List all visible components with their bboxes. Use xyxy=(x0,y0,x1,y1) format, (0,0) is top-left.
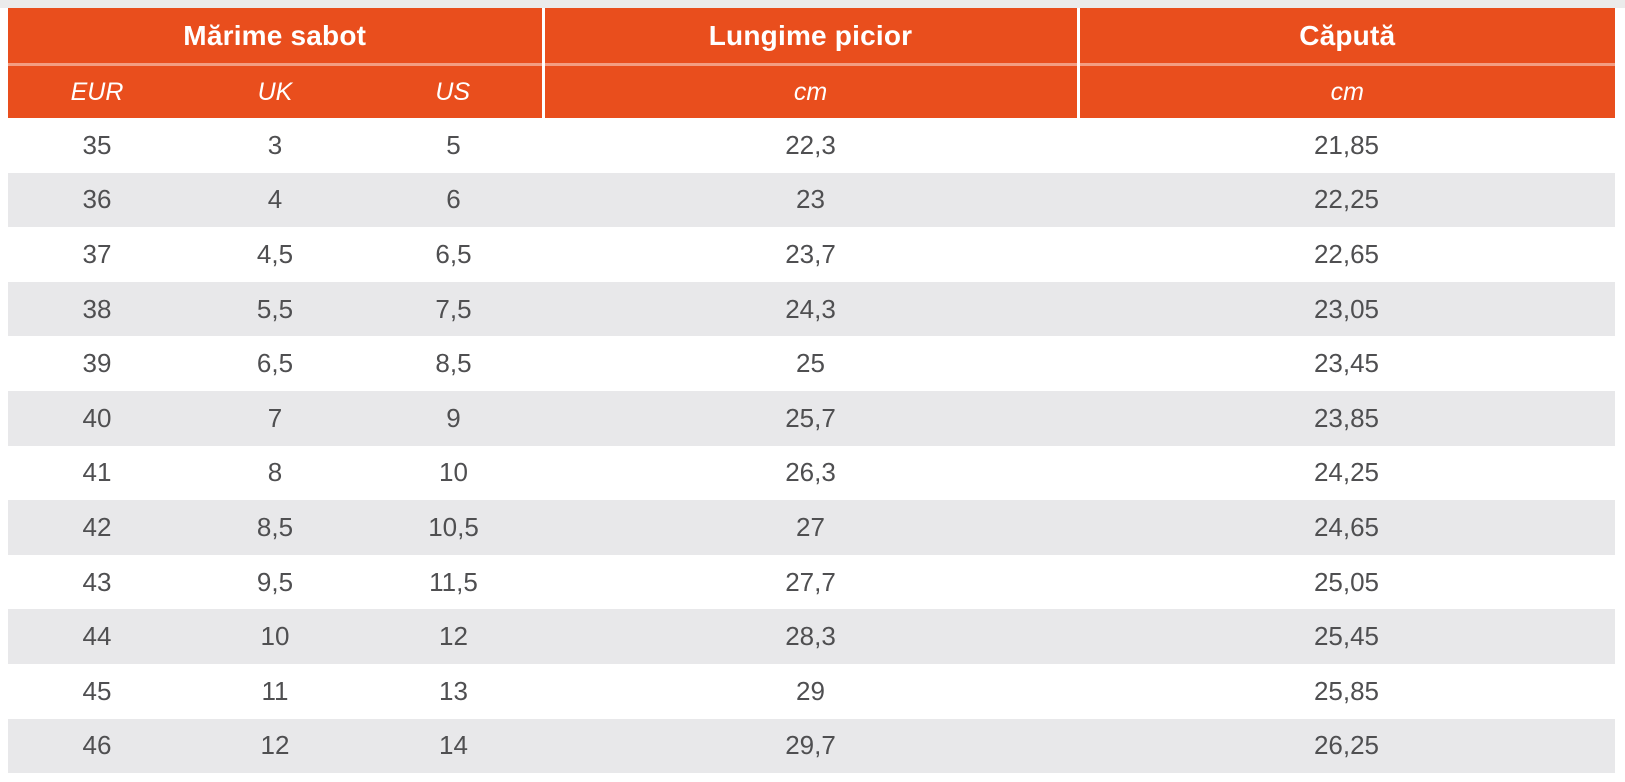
table-cell: 22,3 xyxy=(543,118,1078,173)
table-row: 46 12 14 29,7 26,25 xyxy=(8,718,1615,774)
table-cell: 39 xyxy=(8,336,186,391)
table-header: Mărime sabot Lungime picior Căpută EUR U… xyxy=(8,8,1615,118)
table-cell: 11 xyxy=(186,663,364,719)
table-cell: 21,85 xyxy=(1078,118,1615,173)
table-cell: 11,5 xyxy=(364,554,543,610)
table-cell: 22,65 xyxy=(1078,227,1615,282)
table-row: 45 11 13 29 25,85 xyxy=(8,663,1615,719)
header-group-row: Mărime sabot Lungime picior Căpută xyxy=(8,8,1615,66)
table-cell: 6,5 xyxy=(364,227,543,282)
table-cell: 24,65 xyxy=(1078,500,1615,555)
table-cell: 36 xyxy=(8,172,186,228)
table-cell: 29,7 xyxy=(543,718,1078,774)
table-cell: 26,25 xyxy=(1078,718,1615,774)
table-cell: 24,3 xyxy=(543,281,1078,337)
table-row: 37 4,5 6,5 23,7 22,65 xyxy=(8,227,1615,282)
header-group-caputa: Căpută xyxy=(1078,8,1615,66)
table-cell: 12 xyxy=(364,609,543,664)
table-cell: 44 xyxy=(8,609,186,664)
table-cell: 42 xyxy=(8,500,186,555)
table-cell: 27 xyxy=(543,500,1078,555)
table-cell: 10 xyxy=(364,445,543,501)
table-cell: 7,5 xyxy=(364,281,543,337)
table-cell: 13 xyxy=(364,663,543,719)
table-cell: 7 xyxy=(186,390,364,446)
table-cell: 38 xyxy=(8,281,186,337)
table-row: 40 7 9 25,7 23,85 xyxy=(8,390,1615,446)
table-cell: 10,5 xyxy=(364,500,543,555)
table-cell: 9,5 xyxy=(186,554,364,610)
table-cell: 4 xyxy=(186,172,364,228)
table-cell: 3 xyxy=(186,118,364,173)
page-top-strip xyxy=(0,0,1625,8)
subheader-foot-length-cm: cm xyxy=(543,64,1080,118)
table-cell: 40 xyxy=(8,390,186,446)
table-row: 42 8,5 10,5 27 24,65 xyxy=(8,500,1615,555)
table-cell: 25,05 xyxy=(1078,554,1615,610)
table-cell: 37 xyxy=(8,227,186,282)
table-cell: 4,5 xyxy=(186,227,364,282)
table-cell: 6 xyxy=(364,172,543,228)
table-cell: 14 xyxy=(364,718,543,774)
table-cell: 29 xyxy=(543,663,1078,719)
table-cell: 25,7 xyxy=(543,390,1078,446)
table-cell: 6,5 xyxy=(186,336,364,391)
table-cell: 25,45 xyxy=(1078,609,1615,664)
table-row: 43 9,5 11,5 27,7 25,05 xyxy=(8,554,1615,610)
subheader-uk: UK xyxy=(186,64,364,118)
header-group-lungime-picior: Lungime picior xyxy=(543,8,1080,66)
table-cell: 24,25 xyxy=(1078,445,1615,501)
table-cell: 9 xyxy=(364,390,543,446)
table-cell: 22,25 xyxy=(1078,172,1615,228)
table-cell: 23 xyxy=(543,172,1078,228)
table-cell: 5,5 xyxy=(186,281,364,337)
subheader-caputa-cm: cm xyxy=(1078,64,1615,118)
table-row: 35 3 5 22,3 21,85 xyxy=(8,118,1615,173)
table-cell: 41 xyxy=(8,445,186,501)
table-cell: 27,7 xyxy=(543,554,1078,610)
table-cell: 46 xyxy=(8,718,186,774)
table-row: 44 10 12 28,3 25,45 xyxy=(8,609,1615,664)
table-cell: 8,5 xyxy=(186,500,364,555)
table-cell: 23,7 xyxy=(543,227,1078,282)
subheader-us: US xyxy=(364,64,545,118)
table-row: 38 5,5 7,5 24,3 23,05 xyxy=(8,281,1615,337)
table-cell: 8 xyxy=(186,445,364,501)
table-cell: 23,45 xyxy=(1078,336,1615,391)
table-cell: 8,5 xyxy=(364,336,543,391)
table-cell: 23,05 xyxy=(1078,281,1615,337)
table-cell: 5 xyxy=(364,118,543,173)
table-cell: 43 xyxy=(8,554,186,610)
table-cell: 12 xyxy=(186,718,364,774)
table-cell: 28,3 xyxy=(543,609,1078,664)
table-body: 35 3 5 22,3 21,85 36 4 6 23 22,25 37 4,5 6,5 23,7 22,6… xyxy=(8,118,1615,774)
table-cell: 26,3 xyxy=(543,445,1078,501)
table-row: 41 8 10 26,3 24,25 xyxy=(8,445,1615,501)
table-cell: 25 xyxy=(543,336,1078,391)
table-cell: 10 xyxy=(186,609,364,664)
table-cell: 25,85 xyxy=(1078,663,1615,719)
table-row: 36 4 6 23 22,25 xyxy=(8,172,1615,228)
shoe-size-conversion-table: Mărime sabot Lungime picior Căpută EUR U… xyxy=(8,8,1615,774)
subheader-eur: EUR xyxy=(8,64,186,118)
table-cell: 45 xyxy=(8,663,186,719)
header-sub-row: EUR UK US cm cm xyxy=(8,64,1615,118)
table-row: 39 6,5 8,5 25 23,45 xyxy=(8,336,1615,391)
table-cell: 35 xyxy=(8,118,186,173)
header-group-marime-sabot: Mărime sabot xyxy=(8,8,545,66)
table-cell: 23,85 xyxy=(1078,390,1615,446)
